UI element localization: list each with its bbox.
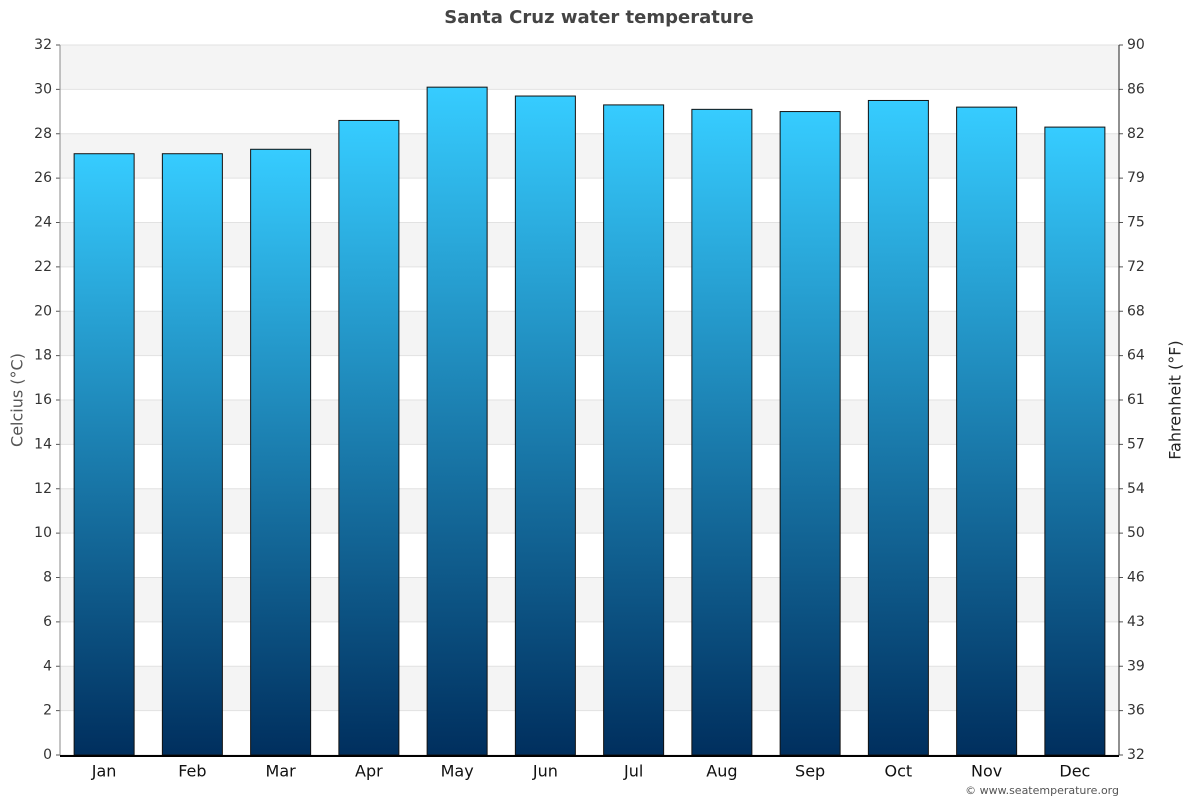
y-tick-label: 26 [34,170,52,186]
y2-axis-label: Fahrenheit (°F) [1166,340,1185,459]
y-tick-label: 24 [34,215,52,231]
x-tick-label: Jan [91,762,117,781]
bar [1044,126,1106,756]
band [60,577,1119,622]
bar [867,99,929,756]
x-tick-label: Sep [795,762,825,781]
x-tick-label: Nov [971,762,1002,781]
bar [426,86,488,756]
y-tick-label: 4 [43,658,52,674]
y2-tick-label: 86 [1127,81,1145,97]
x-tick-label: Aug [706,762,737,781]
y-tick-label: 16 [34,392,52,408]
y-tick-label: 28 [34,126,52,142]
x-tick-label: Oct [885,762,913,781]
y2-tick-label: 64 [1127,348,1145,364]
x-tick-label: Apr [355,762,383,781]
y-tick-label: 14 [34,436,52,452]
y-tick-label: 22 [34,259,52,275]
band [60,488,1119,534]
band [60,222,1119,267]
x-tick-label: Jul [623,762,643,781]
y-tick-label: 2 [43,703,52,719]
x-tick-label: Feb [178,762,206,781]
band [60,45,1119,90]
y-tick-label: 12 [34,481,52,497]
bar [250,148,312,756]
y2-tick-label: 46 [1127,570,1145,586]
bar [161,153,223,756]
y-tick-label: 0 [43,747,52,763]
y2-tick-label: 32 [1127,747,1145,763]
y-tick-label: 32 [34,37,52,53]
bar [338,119,400,756]
x-tick-label: Mar [266,762,297,781]
y-tick-label: 20 [34,303,52,319]
y2-tick-label: 79 [1127,170,1145,186]
band [60,133,1119,179]
y2-tick-label: 57 [1127,436,1145,452]
y-tick-label: 30 [34,81,52,97]
bar [73,153,135,756]
y2-tick-label: 68 [1127,303,1145,319]
y-tick-label: 18 [34,348,52,364]
y2-tick-label: 39 [1127,658,1145,674]
y2-tick-label: 90 [1127,37,1145,53]
y2-tick-label: 72 [1127,259,1145,275]
y2-tick-label: 43 [1127,614,1145,630]
bar [514,95,576,756]
bar [779,111,841,756]
credit: © www.seatemperature.org [965,784,1119,797]
bar [691,108,753,756]
x-tick-label: Dec [1059,762,1090,781]
y-axis-label: Celcius (°C) [8,353,27,447]
x-tick-label: Jun [532,762,558,781]
y2-tick-label: 36 [1127,703,1145,719]
bar [956,106,1018,756]
y2-tick-label: 54 [1127,481,1145,497]
y2-tick-label: 82 [1127,126,1145,142]
chart-title: Santa Cruz water temperature [444,7,754,28]
y-tick-label: 6 [43,614,52,630]
y-tick-label: 10 [34,525,52,541]
y2-tick-label: 50 [1127,525,1145,541]
y2-tick-label: 75 [1127,215,1145,231]
band [60,400,1119,445]
band [60,666,1119,711]
x-tick-label: May [441,762,474,781]
band [60,311,1119,356]
y-tick-label: 8 [43,570,52,586]
bar [603,104,665,756]
y2-tick-label: 61 [1127,392,1145,408]
